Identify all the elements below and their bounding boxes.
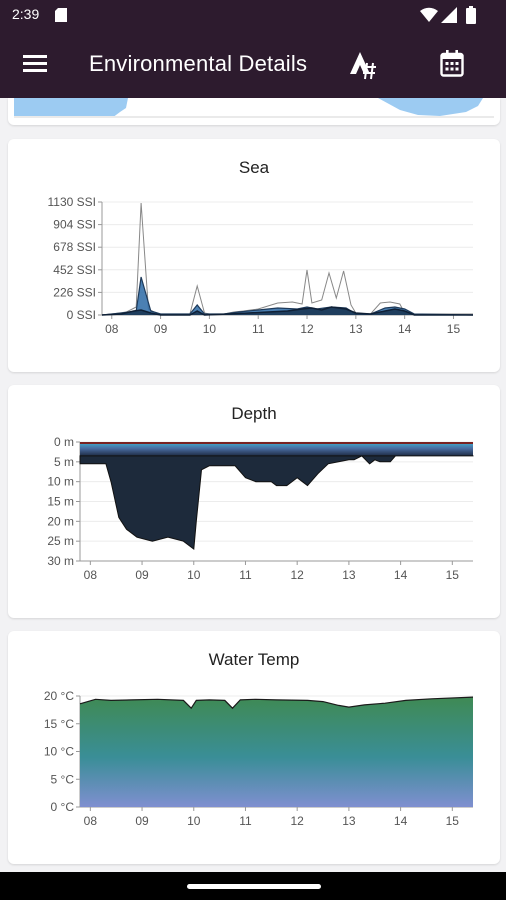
sea-series-area-1 xyxy=(102,277,473,315)
x-tick-label: 15 xyxy=(447,322,461,336)
x-tick-label: 09 xyxy=(135,814,149,828)
sim-card-icon xyxy=(55,8,67,22)
sea-series-line-1 xyxy=(101,276,474,316)
x-tick-label: 15 xyxy=(446,568,460,582)
y-tick-label: 452 SSI xyxy=(53,263,96,277)
y-tick-label: 10 °C xyxy=(44,745,74,759)
y-tick-label: 20 m xyxy=(47,514,74,528)
y-tick-label: 0 °C xyxy=(51,800,75,814)
y-tick-label: 10 m xyxy=(47,475,74,489)
depth-seabed-area xyxy=(79,455,474,551)
signal-icon xyxy=(441,7,457,23)
depth-surface-line xyxy=(80,442,473,444)
sea-series-line-0 xyxy=(101,202,473,316)
x-tick-label: 09 xyxy=(135,568,149,582)
depth-water-band xyxy=(80,442,473,456)
nav-bar xyxy=(0,872,506,900)
x-tick-label: 11 xyxy=(252,322,265,336)
x-tick-label: 12 xyxy=(291,814,305,828)
x-tick-label: 15 xyxy=(446,814,460,828)
temp-chart: 20 °C 15 °C 10 °C 5 °C 0 °C 08 09 10 11 12 13 14 15 xyxy=(44,689,474,828)
y-tick-label: 0 m xyxy=(54,435,74,449)
y-tick-label: 5 m xyxy=(54,455,74,469)
status-bar: 2:39 xyxy=(0,0,506,30)
y-tick-label: 678 SSI xyxy=(53,240,96,254)
sea-card: Sea 1130 SSI 904 SSI 678 SSI 452 SSI 226 SSI… xyxy=(8,139,500,372)
y-tick-label: 25 m xyxy=(47,534,74,548)
home-handle[interactable] xyxy=(187,884,321,889)
wifi-icon xyxy=(420,7,438,22)
x-tick-label: 08 xyxy=(84,568,98,582)
map-preview[interactable] xyxy=(8,98,500,125)
y-tick-label: 226 SSI xyxy=(53,285,96,299)
x-tick-label: 12 xyxy=(291,568,305,582)
calendar-icon[interactable] xyxy=(440,50,464,77)
x-tick-label: 13 xyxy=(342,568,356,582)
depth-chart: 0 m 5 m 10 m 15 m 20 m 25 m 30 m 08 09 10 11 12 13 14… xyxy=(47,435,474,582)
y-tick-label: 20 °C xyxy=(44,689,74,703)
y-tick-label: 1130 SSI xyxy=(48,195,96,209)
sea-chart-title: Sea xyxy=(238,158,270,177)
x-tick-label: 14 xyxy=(394,568,408,582)
x-tick-label: 13 xyxy=(342,814,356,828)
menu-icon[interactable] xyxy=(23,55,47,73)
page-title: Environmental Details xyxy=(89,51,308,76)
x-tick-label: 08 xyxy=(105,322,119,336)
x-tick-label: 13 xyxy=(349,322,363,336)
temp-card: Water Temp 20 °C 15 °C 10 °C 5 °C 0 °C 08 09 10… xyxy=(8,631,500,864)
x-tick-label: 08 xyxy=(84,814,98,828)
y-tick-label: 15 °C xyxy=(44,717,74,731)
x-tick-label: 11 xyxy=(239,814,252,828)
y-tick-label: 15 m xyxy=(47,495,74,509)
x-tick-label: 12 xyxy=(300,322,314,336)
sea-chart: 1130 SSI 904 SSI 678 SSI 452 SSI 226 SSI 0 SS… xyxy=(48,195,474,336)
status-time: 2:39 xyxy=(12,6,40,22)
x-tick-label: 10 xyxy=(187,814,201,828)
x-tick-label: 10 xyxy=(187,568,201,582)
sea-series-line-2 xyxy=(101,306,473,316)
tag-icon[interactable] xyxy=(348,50,378,80)
depth-chart-title: Depth xyxy=(231,404,277,423)
x-tick-label: 11 xyxy=(239,568,252,582)
depth-card: Depth 0 m 5 m 10 m 15 m 20 m 25 m 30 m 08 09 10 11… xyxy=(8,385,500,618)
x-tick-label: 14 xyxy=(394,814,408,828)
x-tick-label: 10 xyxy=(203,322,217,336)
y-tick-label: 30 m xyxy=(47,554,74,568)
temp-chart-title: Water Temp xyxy=(208,650,300,669)
x-tick-label: 09 xyxy=(154,322,168,336)
temp-area xyxy=(80,697,473,807)
y-tick-label: 904 SSI xyxy=(53,218,96,232)
map-water-shape xyxy=(14,98,494,118)
y-tick-label: 0 SSI xyxy=(67,308,96,322)
x-tick-label: 14 xyxy=(398,322,412,336)
y-tick-label: 5 °C xyxy=(51,772,75,786)
app-bar: Environmental Details xyxy=(0,30,506,98)
temp-line xyxy=(79,696,474,710)
battery-icon xyxy=(466,6,476,24)
